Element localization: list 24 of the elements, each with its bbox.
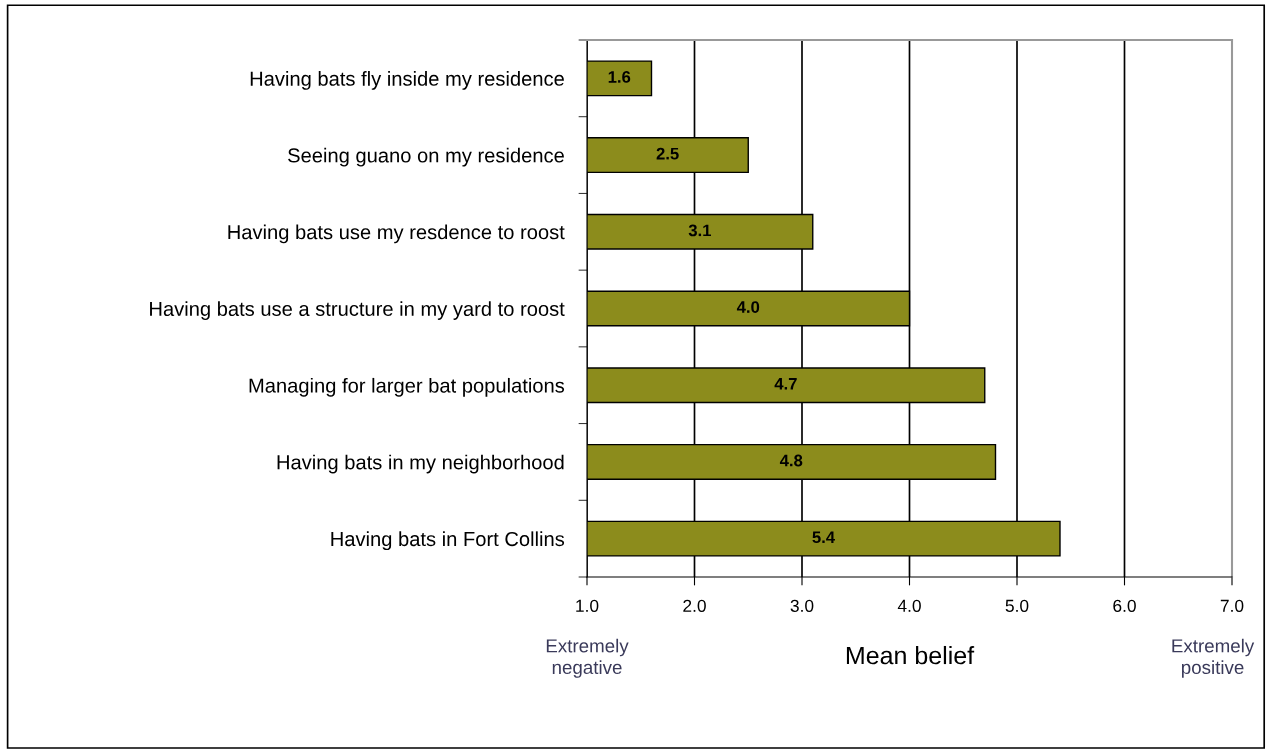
y-tick-label: Having bats in Fort Collins: [331, 531, 565, 551]
x-tick-label: 5.0: [1005, 599, 1029, 612]
x-tick-label: 4.0: [897, 599, 921, 612]
data-label: 2.5: [656, 147, 679, 160]
data-label: 3.1: [688, 224, 711, 237]
y-tick-label: Having bats fly inside my residence: [250, 71, 564, 90]
x-tick-label: 3.0: [790, 599, 814, 612]
text: Extremely negative: [546, 638, 629, 678]
text: Extremely positive: [1172, 638, 1255, 678]
x-tick-label: 1.0: [576, 599, 599, 612]
y-tick-label: Having bats use my resdence to roost: [228, 224, 565, 244]
x-tick-label: 7.0: [1220, 599, 1244, 612]
y-tick-label: Seeing guano on my residence: [288, 147, 564, 167]
data-label: 4.0: [736, 301, 760, 313]
data-label: 1.6: [608, 71, 631, 83]
x-tick-label: 6.0: [1113, 599, 1136, 612]
y-tick-label: Having bats in my neighborhood: [277, 454, 564, 474]
y-tick-label: Managing for larger bat populations: [249, 377, 565, 397]
data-label: 4.7: [774, 378, 797, 390]
data-label: 4.8: [779, 454, 803, 467]
x-tick-label: 2.0: [683, 599, 706, 612]
x-axis-title: Mean belief: [846, 645, 975, 665]
data-label: 5.4: [812, 531, 835, 544]
y-tick-label: Having bats use a structure in my yard to roost: [150, 301, 565, 320]
